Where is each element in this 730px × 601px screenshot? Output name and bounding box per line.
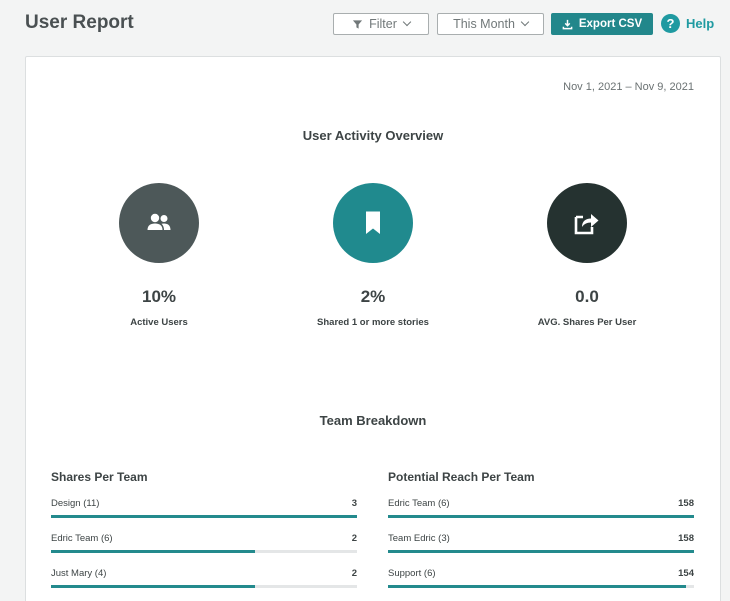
team-name: Edric Team (6) [51,533,113,544]
team-row: Support (6) 154 [388,568,694,601]
filter-button[interactable]: Filter [333,13,429,35]
team-row: Edric Team (6) 2 [51,533,357,568]
progress-track [51,515,357,518]
team-name: Just Mary (4) [51,568,107,579]
stat-avg-shares: 0.0 AVG. Shares Per User [487,183,687,328]
progress-fill [388,515,694,518]
progress-track [388,515,694,518]
help-link[interactable]: ? Help [661,14,714,33]
bookmark-icon [333,183,413,263]
filter-label: Filter [369,17,397,31]
team-row: Team Edric (3) 158 [388,533,694,568]
shares-per-team: Shares Per Team Design (11) 3 Edric Team… [51,470,357,601]
users-icon [119,183,199,263]
top-bar: User Report Filter This Month Export CSV… [0,0,730,48]
team-row: Design (11) 3 [51,498,357,533]
stat-label: Shared 1 or more stories [317,317,429,328]
team-name: Support (6) [388,568,436,579]
team-name: Design (11) [51,498,100,509]
chevron-down-icon [402,17,412,27]
period-label: This Month [453,17,515,31]
team-value: 158 [678,498,694,509]
export-csv-button[interactable]: Export CSV [551,13,653,35]
progress-track [51,585,357,588]
column-title: Shares Per Team [51,470,148,484]
stat-value: 10% [141,287,177,306]
team-row: Just Mary (4) 2 [51,568,357,601]
share-icon [547,183,627,263]
team-value: 154 [678,568,694,579]
team-row: Edric Team (6) 158 [388,498,694,533]
download-icon [562,19,573,29]
date-range: Nov 1, 2021 – Nov 9, 2021 [563,81,694,93]
stat-active-users: 10% Active Users [59,183,259,328]
reach-per-team: Potential Reach Per Team Edric Team (6) … [388,470,694,601]
stat-label: AVG. Shares Per User [537,317,637,328]
progress-fill [51,550,256,553]
progress-track [388,550,694,553]
filter-icon [353,19,363,29]
progress-track [51,550,357,553]
help-label: Help [686,16,715,31]
team-value: 2 [351,568,357,579]
stat-value: 0.0 [575,287,599,306]
page-title: User Report [25,12,134,33]
period-dropdown[interactable]: This Month [437,13,544,35]
export-label: Export CSV [578,18,643,30]
help-icon: ? [661,14,680,33]
breakdown-title: Team Breakdown [319,413,427,428]
team-value: 2 [351,533,357,544]
stat-shared-stories: 2% Shared 1 or more stories [273,183,473,328]
progress-track [388,585,694,588]
progress-fill [51,515,357,518]
team-name: Team Edric (3) [388,533,450,544]
progress-fill [51,585,256,588]
stat-value: 2% [360,287,386,306]
column-title: Potential Reach Per Team [388,470,535,484]
chevron-down-icon [520,17,530,27]
stat-label: Active Users [130,317,188,328]
team-value: 3 [351,498,357,509]
overview-title: User Activity Overview [302,128,444,143]
progress-fill [388,585,687,588]
report-card: Nov 1, 2021 – Nov 9, 2021 User Activity … [25,56,721,601]
progress-fill [388,550,694,553]
team-name: Edric Team (6) [388,498,450,509]
team-value: 158 [678,533,694,544]
